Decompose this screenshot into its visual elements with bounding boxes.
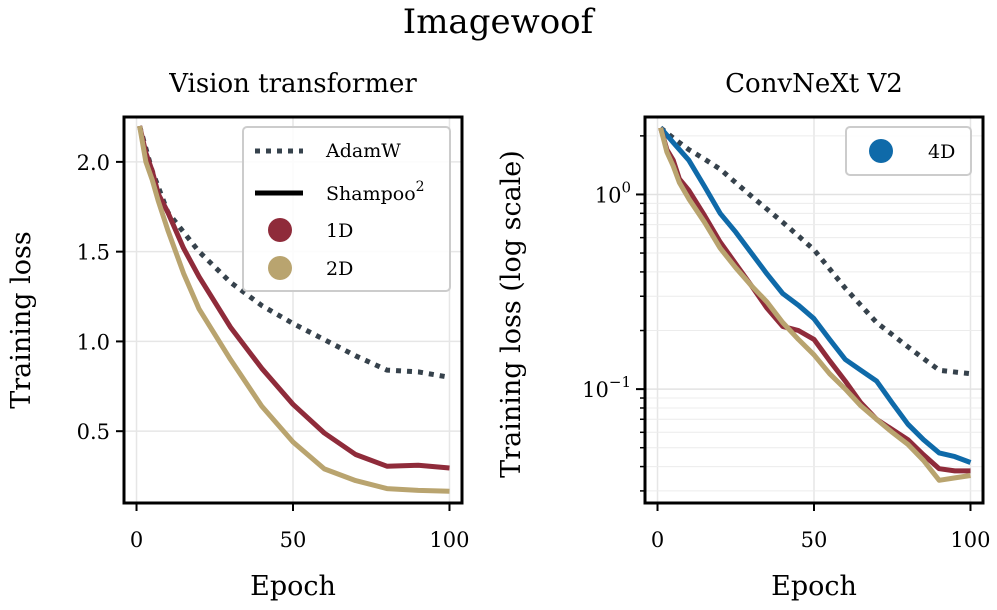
panel-convnext-v2: ConvNeXt V2 0 50 100 100 10−1 Epoch Training…: [496, 69, 991, 602]
legend-label-adamw: AdamW: [325, 140, 401, 162]
panel-vision-transformer: Vision transformer 0 50 100 0.5 1.0 1.5 2.0 Ep…: [6, 69, 470, 602]
y-axis-label: Training loss (log scale): [496, 150, 527, 478]
x-tick-label: 100: [429, 528, 469, 552]
y-tick-label: 10−1: [582, 373, 631, 402]
x-tick-label: 0: [130, 528, 143, 552]
legend-label-2d: 2D: [326, 258, 353, 280]
legend-label-shampoo-sup: 2: [416, 179, 425, 195]
y-tick-label: 2.0: [77, 151, 110, 175]
x-axis-label: Epoch: [250, 571, 336, 602]
legend-label-shampoo-base: Shampoo: [326, 183, 416, 205]
series-line-4d: [658, 126, 972, 465]
legend-label-4d: 4D: [928, 141, 955, 163]
x-axis-label: Epoch: [771, 571, 857, 602]
panel-title: Vision transformer: [168, 69, 417, 99]
legend-marker-4d: [869, 139, 893, 163]
legend-box: [242, 126, 451, 292]
legend-label-shampoo: Shampoo2: [326, 179, 425, 205]
panel-title: ConvNeXt V2: [725, 69, 903, 99]
y-tick-label: 100: [595, 178, 631, 207]
x-tick-label: 0: [651, 528, 664, 552]
x-tick-label: 50: [801, 528, 828, 552]
legend: 4D: [845, 126, 972, 176]
legend-label-1d: 1D: [326, 220, 353, 242]
y-tick-label: 0.5: [77, 420, 110, 444]
series-line-2d: [658, 127, 971, 483]
figure-title: Imagewoof: [403, 2, 596, 42]
x-tick-label: 50: [280, 528, 307, 552]
legend: AdamW Shampoo2 1D 2D: [242, 126, 451, 292]
legend-box: [845, 126, 972, 176]
y-tick-label: 1.0: [77, 330, 110, 354]
legend-marker-2d: [268, 256, 292, 280]
y-tick-label: 1.5: [77, 241, 110, 265]
series-line-2d: [137, 125, 450, 494]
y-axis-label: Training loss: [6, 231, 37, 409]
series-line-adamw: [659, 125, 971, 377]
legend-marker-1d: [268, 218, 292, 242]
x-tick-label: 100: [950, 528, 990, 552]
series-line-1d: [658, 127, 971, 474]
